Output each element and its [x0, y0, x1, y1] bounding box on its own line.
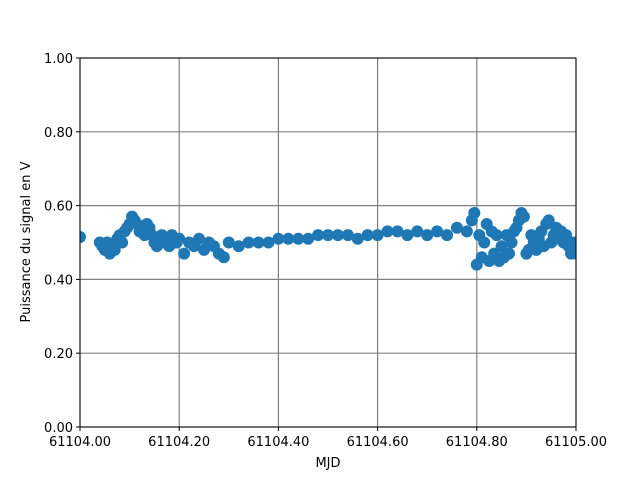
point — [570, 247, 576, 260]
x-tick-label: 61104.40 — [247, 435, 309, 450]
point — [468, 206, 481, 219]
point — [282, 232, 295, 245]
point — [232, 240, 245, 253]
point — [421, 229, 434, 242]
point — [478, 236, 491, 249]
point — [381, 225, 394, 238]
x-tick-label: 61104.80 — [446, 435, 508, 450]
point — [108, 243, 121, 256]
point — [505, 236, 518, 249]
x-tick-label: 61104.00 — [49, 435, 111, 450]
point — [178, 247, 191, 260]
point — [217, 251, 230, 264]
y-tick-label: 0.80 — [44, 126, 73, 141]
x-tick-label: 61104.20 — [148, 435, 210, 450]
point — [450, 221, 463, 234]
point — [567, 236, 576, 249]
point — [495, 240, 508, 253]
y-tick-label: 1.00 — [44, 52, 73, 67]
point — [460, 225, 473, 238]
point — [542, 214, 555, 227]
x-axis-label: MJD — [315, 456, 340, 471]
point — [272, 232, 285, 245]
point — [222, 236, 235, 249]
x-tick-label: 61104.60 — [347, 435, 409, 450]
point — [361, 229, 374, 242]
point — [80, 230, 86, 243]
points — [80, 206, 576, 271]
point — [401, 229, 414, 242]
point — [312, 229, 325, 242]
point — [411, 225, 424, 238]
y-tick-label: 0.60 — [44, 200, 73, 215]
point — [322, 229, 334, 242]
point — [242, 236, 255, 249]
point — [441, 229, 454, 242]
point — [302, 232, 315, 245]
point — [371, 229, 384, 242]
y-tick-label: 0.40 — [44, 273, 73, 288]
point — [351, 232, 364, 245]
ticks: 61104.00 61104.20 61104.40 61104.60 61104.80… — [44, 52, 607, 450]
point — [560, 229, 573, 242]
point — [517, 210, 530, 223]
point — [173, 232, 186, 245]
point — [193, 232, 206, 245]
point — [503, 247, 516, 260]
point — [252, 236, 265, 249]
point — [341, 229, 354, 242]
point — [292, 232, 305, 245]
y-axis-label: Puissance du signal en V — [19, 161, 34, 322]
point — [331, 229, 344, 242]
point — [262, 236, 275, 249]
plot-frame — [79, 57, 577, 428]
point — [391, 225, 404, 238]
y-tick-label: 0.20 — [44, 347, 73, 362]
point — [431, 225, 444, 238]
point — [116, 236, 129, 249]
y-tick-label: 0.00 — [44, 421, 73, 436]
point — [490, 229, 503, 242]
x-tick-label: 61105.00 — [545, 435, 607, 450]
